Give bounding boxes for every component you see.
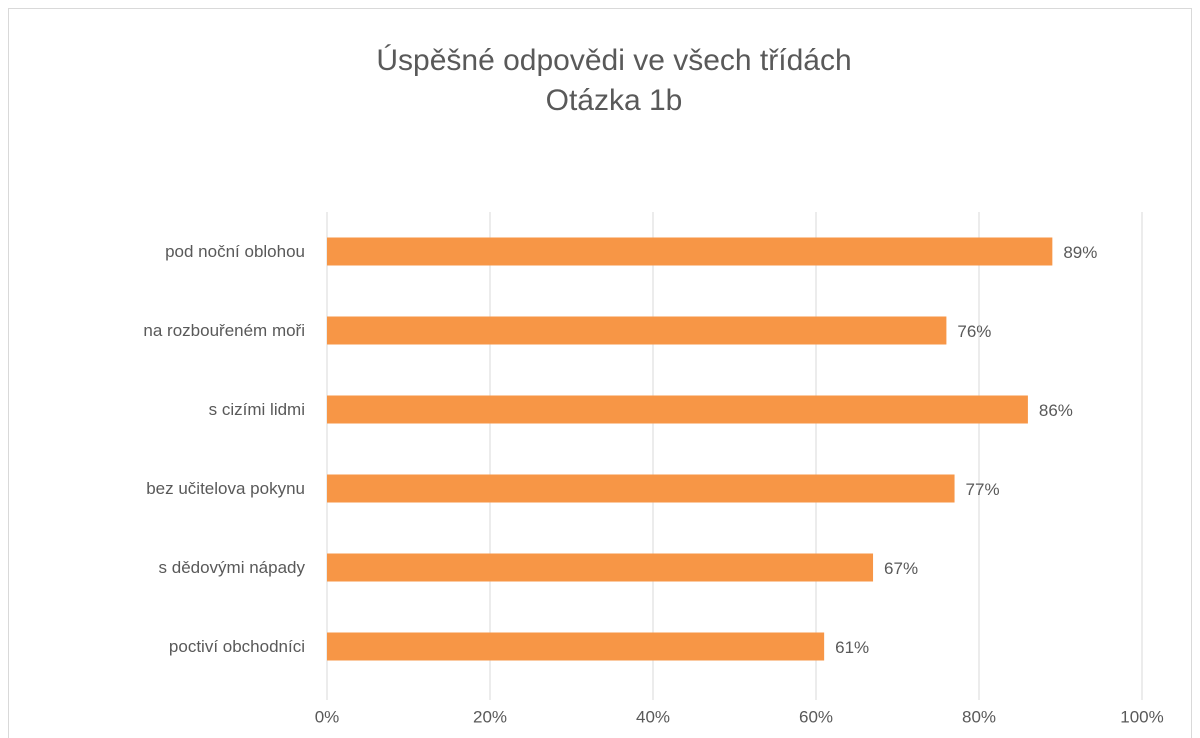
x-tick-label: 60% xyxy=(799,707,833,726)
bar xyxy=(327,316,947,345)
x-tick-label: 80% xyxy=(962,707,996,726)
bar xyxy=(327,474,955,503)
x-tick-label: 0% xyxy=(315,707,340,726)
bar xyxy=(327,553,874,582)
y-tick-label: pod noční oblohou xyxy=(165,242,305,261)
data-label: 86% xyxy=(1039,401,1073,420)
x-tick-label: 100% xyxy=(1120,707,1163,726)
chart-subtitle: Otázka 1b xyxy=(546,84,683,117)
data-label: 89% xyxy=(1063,243,1097,262)
bar xyxy=(327,632,825,661)
bar xyxy=(327,237,1053,266)
y-tick-label: s cizími lidmi xyxy=(209,400,305,419)
data-label: 76% xyxy=(957,322,991,341)
x-tick-label: 40% xyxy=(636,707,670,726)
y-tick-label: bez učitelova pokynu xyxy=(146,479,305,498)
chart-frame xyxy=(8,8,1192,738)
y-tick-label: s dědovými nápady xyxy=(159,558,306,577)
data-label: 77% xyxy=(966,480,1000,499)
x-tick-label: 20% xyxy=(473,707,507,726)
bar xyxy=(327,395,1028,424)
y-tick-label: poctiví obchodníci xyxy=(169,637,305,656)
y-tick-label: na rozbouřeném moři xyxy=(143,321,305,340)
chart-title: Úspěšné odpovědi ve všech třídách xyxy=(376,44,851,77)
data-label: 67% xyxy=(884,559,918,578)
data-label: 61% xyxy=(835,638,869,657)
